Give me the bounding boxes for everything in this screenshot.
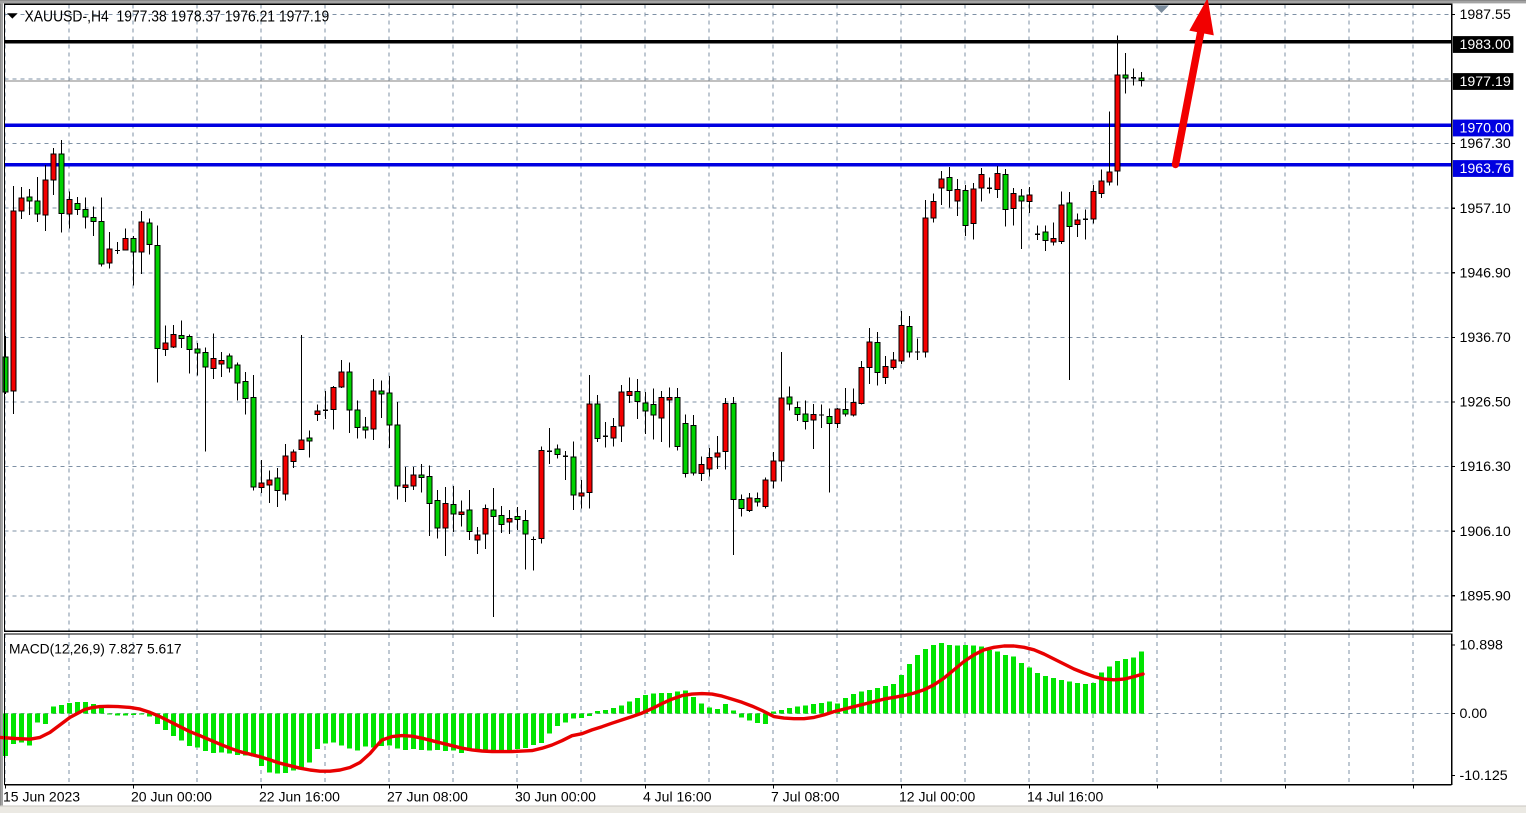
svg-text:1957.10: 1957.10 [1460,201,1511,217]
svg-text:MACD(12,26,9) 7.827 5.617: MACD(12,26,9) 7.827 5.617 [9,642,182,657]
svg-text:-10.125: -10.125 [1460,768,1508,784]
svg-text:1977.19: 1977.19 [1460,74,1511,90]
svg-text:1936.70: 1936.70 [1460,330,1511,346]
svg-text:1970.00: 1970.00 [1460,121,1511,137]
svg-text:15 Jun 2023: 15 Jun 2023 [3,789,80,805]
svg-text:XAUUSD-,H4 1977.38 1978.37 19: XAUUSD-,H4 1977.38 1978.37 1976.21 1977.… [25,8,330,26]
svg-text:1983.00: 1983.00 [1460,37,1511,53]
svg-text:12 Jul 00:00: 12 Jul 00:00 [899,789,975,805]
svg-text:10.898: 10.898 [1460,638,1504,654]
svg-text:7 Jul 08:00: 7 Jul 08:00 [771,789,840,805]
svg-text:1963.76: 1963.76 [1460,161,1511,177]
svg-text:0.00: 0.00 [1460,706,1488,722]
svg-text:22 Jun 16:00: 22 Jun 16:00 [259,789,340,805]
svg-text:14 Jul 16:00: 14 Jul 16:00 [1027,789,1103,805]
svg-text:20 Jun 00:00: 20 Jun 00:00 [131,789,212,805]
svg-text:1895.90: 1895.90 [1460,588,1511,604]
svg-text:4 Jul 16:00: 4 Jul 16:00 [643,789,712,805]
svg-text:1926.50: 1926.50 [1460,395,1511,411]
svg-text:1967.30: 1967.30 [1460,136,1511,152]
svg-text:1916.30: 1916.30 [1460,459,1511,475]
svg-text:1987.55: 1987.55 [1460,7,1511,23]
svg-text:30 Jun 00:00: 30 Jun 00:00 [515,789,596,805]
svg-text:1906.10: 1906.10 [1460,524,1511,540]
svg-text:1946.90: 1946.90 [1460,265,1511,281]
svg-text:27 Jun 08:00: 27 Jun 08:00 [387,789,468,805]
